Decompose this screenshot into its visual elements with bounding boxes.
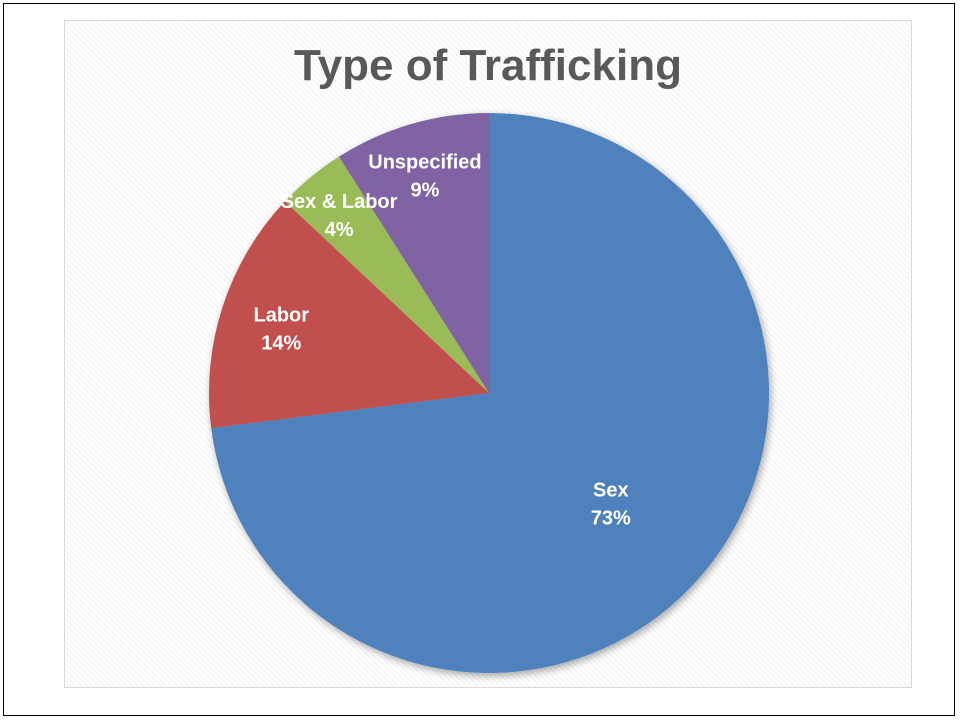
chart-title: Type of Trafficking bbox=[294, 41, 682, 90]
slice-label-sex-labor: Sex & Labor 4% bbox=[281, 191, 398, 241]
slice-label-category: Sex bbox=[593, 479, 629, 501]
slice-label-labor: Labor 14% bbox=[254, 305, 310, 355]
slice-label-sex: Sex 73% bbox=[591, 479, 631, 529]
chart-area: Type of Trafficking Sex 73% Labor 14% Sex & … bbox=[64, 20, 912, 688]
pie-chart: Sex 73% Labor 14% Sex & Labor 4% Unspecified 9% bbox=[209, 113, 769, 673]
pie-slice-sex-labor bbox=[284, 156, 489, 393]
slice-label-percent: 4% bbox=[325, 219, 354, 241]
slice-label-category: Labor bbox=[254, 305, 310, 327]
slice-label-percent: 73% bbox=[591, 507, 631, 529]
slice-label-unspecified: Unspecified 9% bbox=[368, 152, 481, 202]
pie-slice-sex bbox=[211, 113, 769, 673]
pie-slice-unspecified bbox=[338, 113, 489, 393]
slice-label-percent: 14% bbox=[261, 333, 301, 355]
slice-label-category: Sex & Labor bbox=[281, 191, 398, 213]
slice-label-percent: 9% bbox=[410, 180, 439, 202]
slide-frame: Type of Trafficking Sex 73% Labor 14% Sex & … bbox=[3, 3, 955, 716]
slice-label-category: Unspecified bbox=[368, 152, 481, 174]
pie-slice-labor bbox=[209, 201, 489, 429]
